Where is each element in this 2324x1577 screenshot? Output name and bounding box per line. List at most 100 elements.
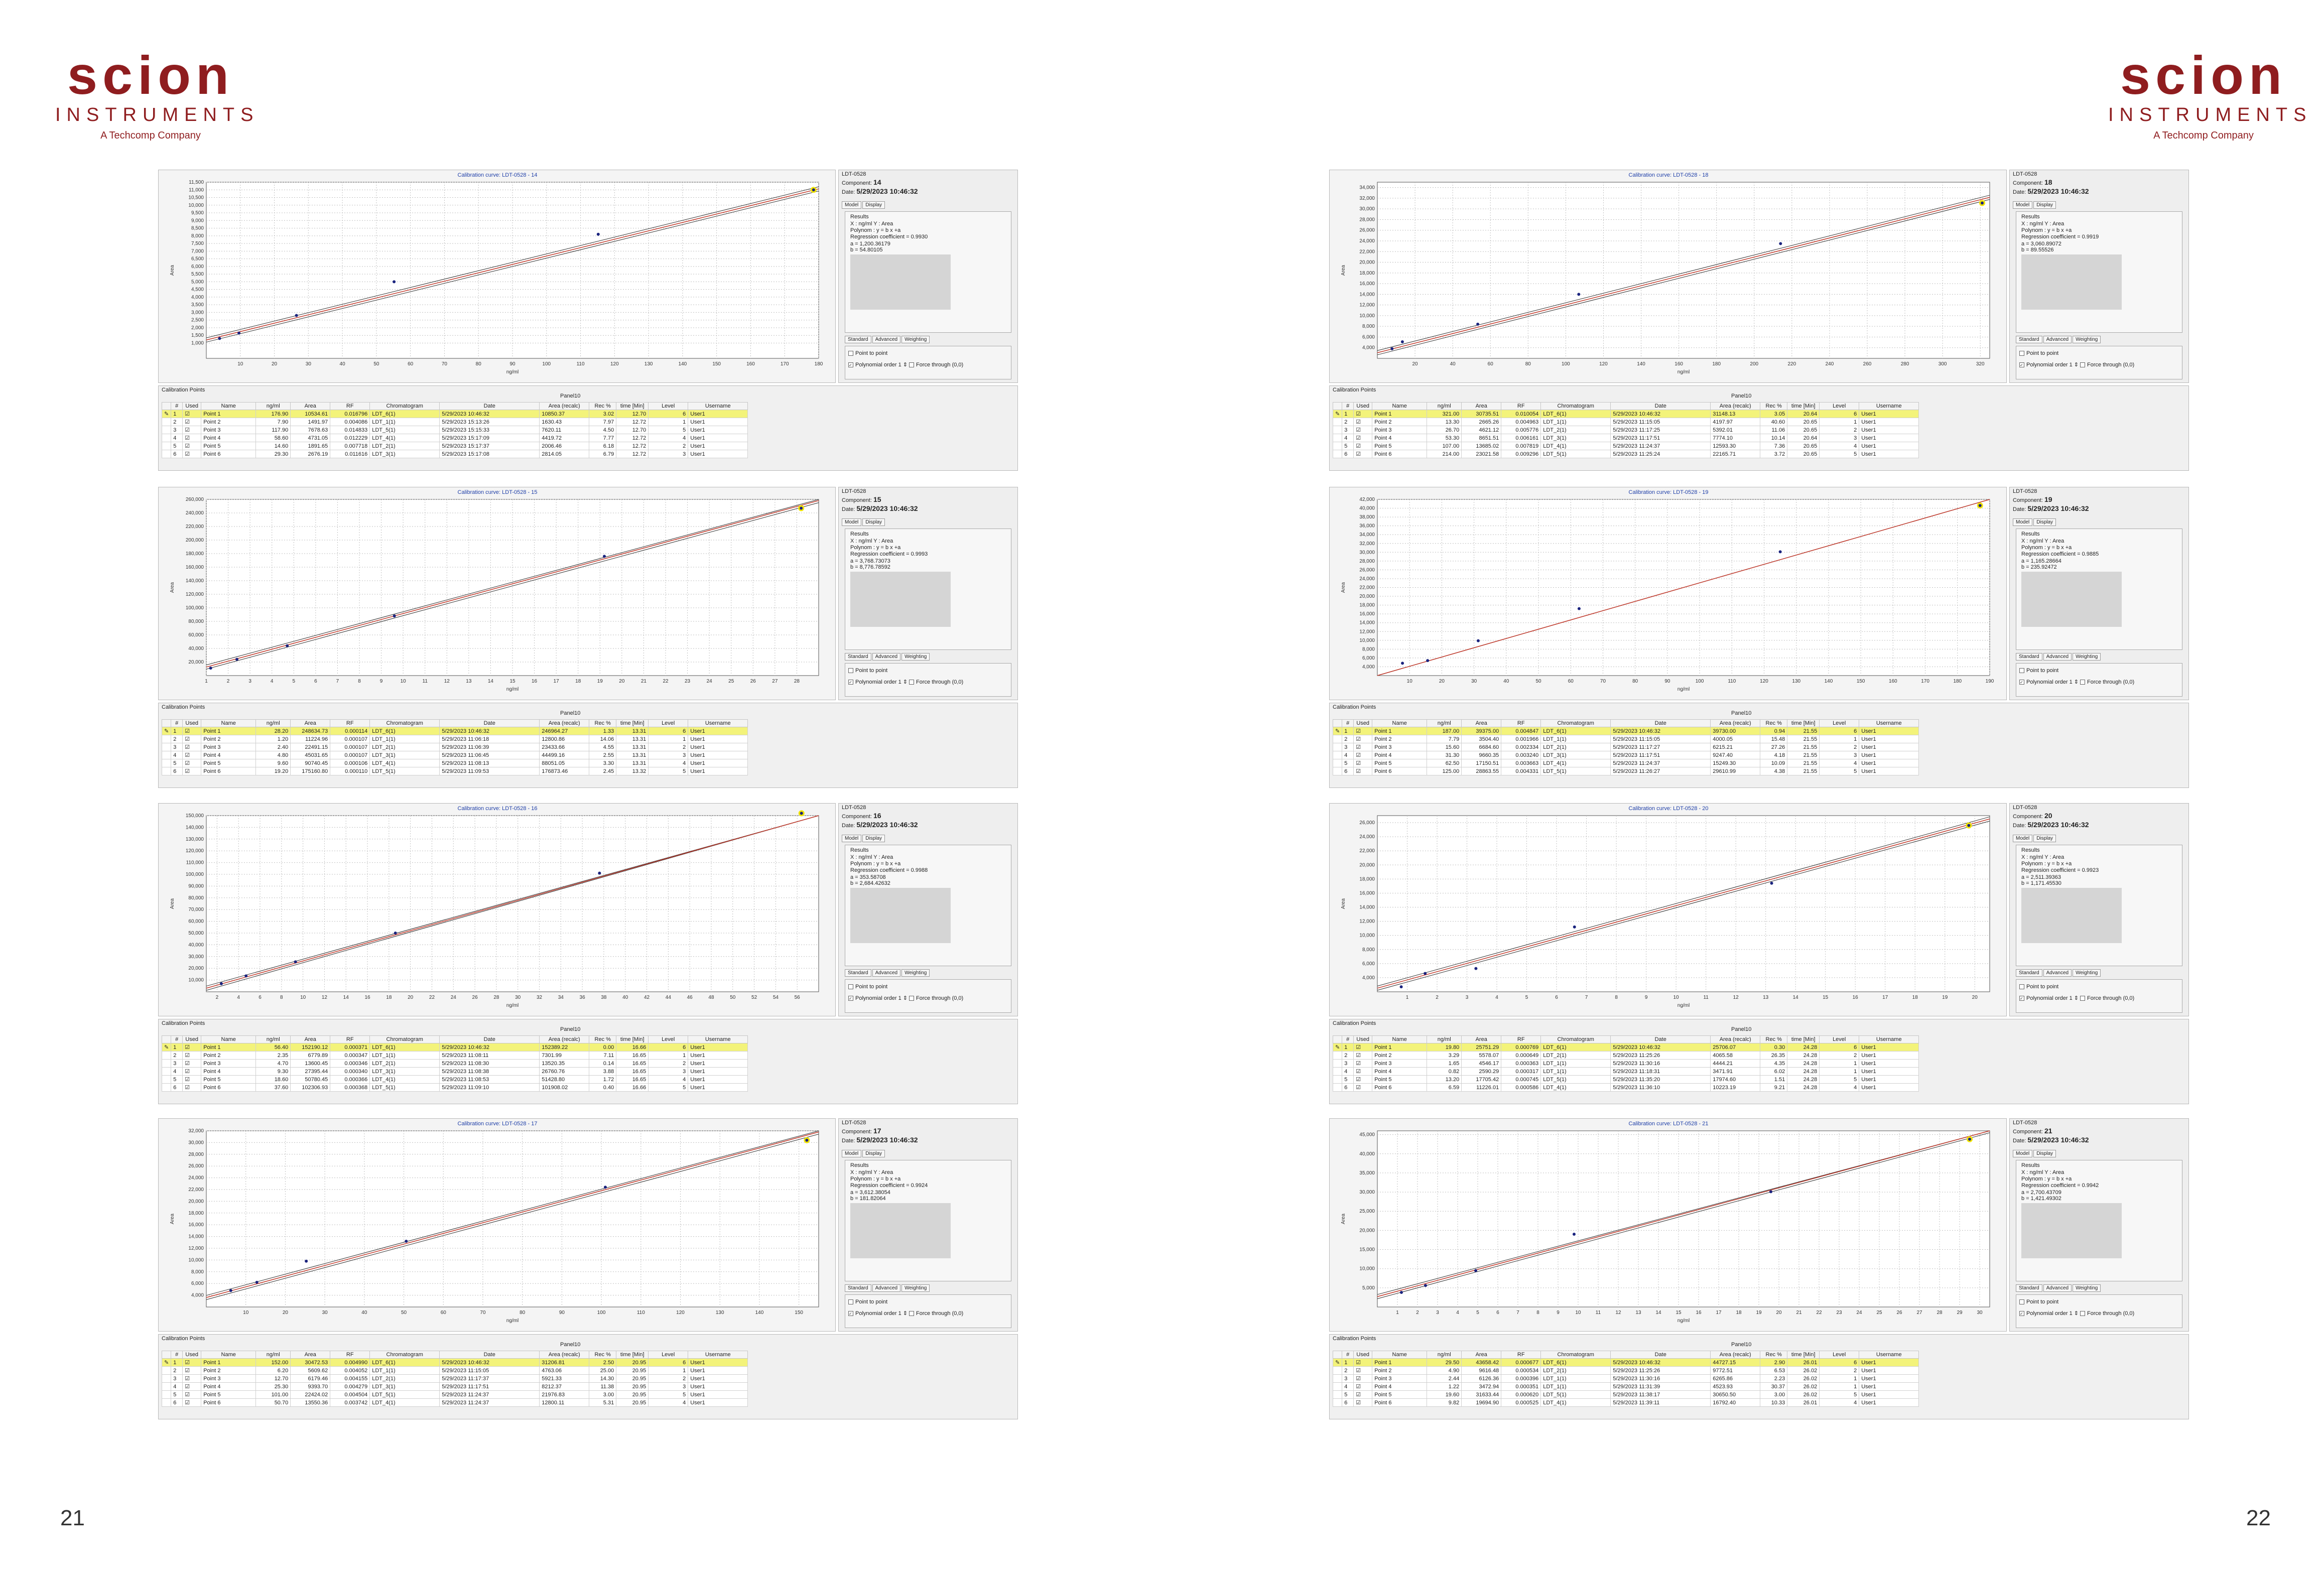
table-row[interactable]: ✎ 1 ☑ Point 1 19.80 25751.29 0.000769 LDT_6(1) 5…	[1332, 1043, 1919, 1052]
used-checkbox[interactable]: ☑	[182, 1366, 202, 1375]
tab-advanced[interactable]: Advanced	[2043, 336, 2072, 343]
used-checkbox[interactable]: ☑	[1353, 426, 1373, 434]
used-checkbox[interactable]: ☑	[1353, 442, 1373, 450]
column-header[interactable]: ng/ml	[255, 402, 291, 410]
table-row[interactable]: 5 ☑ Point 5 62.50 17150.51 0.003663 LDT_4(1) 5/…	[1332, 759, 1919, 767]
table-row[interactable]: 3 ☑ Point 3 12.70 6179.46 0.004155 LDT_2(1) 5/2…	[161, 1374, 748, 1383]
data-point[interactable]	[1769, 1190, 1772, 1194]
column-header[interactable]: Chromatogram	[369, 1035, 440, 1043]
column-header[interactable]: Chromatogram	[369, 1351, 440, 1359]
column-header[interactable]: time [Min]	[616, 1035, 649, 1043]
column-header[interactable]: RF	[1501, 402, 1541, 410]
data-point[interactable]	[229, 1289, 232, 1292]
tab-weighting[interactable]: Weighting	[2073, 1284, 2101, 1292]
column-header[interactable]: Date	[439, 402, 540, 410]
table-row[interactable]: ✎ 1 ☑ Point 1 56.40 152190.12 0.000371 LDT_6(1)…	[161, 1043, 748, 1052]
table-row[interactable]: 5 ☑ Point 5 9.60 90740.45 0.000106 LDT_4(1) 5/2…	[161, 759, 748, 767]
column-header[interactable]: Date	[1610, 402, 1711, 410]
data-point[interactable]	[1577, 607, 1581, 610]
tab-advanced[interactable]: Advanced	[2043, 969, 2072, 977]
table-row[interactable]: 2 ☑ Point 2 6.20 5609.62 0.004052 LDT_1(1) 5/29…	[161, 1366, 748, 1375]
tab-model[interactable]: Model	[842, 201, 862, 209]
used-checkbox[interactable]: ☑	[182, 1358, 202, 1367]
column-header[interactable]: #	[171, 1351, 183, 1359]
table-row[interactable]: 3 ☑ Point 3 15.60 6684.60 0.002334 LDT_2(1) 5/2…	[1332, 743, 1919, 751]
used-checkbox[interactable]: ☑	[1353, 1051, 1373, 1060]
table-row[interactable]: 4 ☑ Point 4 4.80 45031.65 0.000107 LDT_3(1) 5/2…	[161, 751, 748, 759]
data-point[interactable]	[1401, 662, 1404, 665]
table-row[interactable]: 3 ☑ Point 3 2.40 22491.15 0.000107 LDT_2(1) 5/2…	[161, 743, 748, 751]
data-point[interactable]	[218, 337, 221, 340]
table-row[interactable]: 6 ☑ Point 6 29.30 2676.19 0.011616 LDT_3(1) 5/2…	[161, 450, 748, 458]
column-header[interactable]: RF	[330, 402, 370, 410]
used-checkbox[interactable]: ☑	[182, 1051, 202, 1060]
column-header[interactable]: time [Min]	[1787, 1035, 1820, 1043]
column-header[interactable]: time [Min]	[1787, 719, 1820, 727]
used-checkbox[interactable]: ☑	[182, 1390, 202, 1399]
data-point[interactable]	[1400, 340, 1404, 344]
tab-standard[interactable]: Standard	[2016, 653, 2042, 661]
data-point[interactable]	[1390, 347, 1394, 350]
column-header[interactable]: Rec %	[589, 719, 617, 727]
used-checkbox[interactable]: ☑	[182, 759, 202, 767]
polynomial-order-option[interactable]: ✓ Polynomial order 1 ⇕ Force through (0,0…	[2019, 361, 2134, 368]
data-point[interactable]	[805, 1138, 809, 1142]
column-header[interactable]: Rec %	[589, 1351, 617, 1359]
table-row[interactable]: ✎ 1 ☑ Point 1 152.00 30472.53 0.004990 LDT_6(1)…	[161, 1358, 748, 1367]
column-header[interactable]: Level	[1819, 719, 1860, 727]
data-point[interactable]	[603, 555, 606, 558]
data-point[interactable]	[1770, 881, 1773, 885]
tab-advanced[interactable]: Advanced	[872, 653, 901, 661]
tab-standard[interactable]: Standard	[845, 653, 871, 661]
table-row[interactable]: 4 ☑ Point 4 58.60 4731.05 0.012229 LDT_4(1) 5/2…	[161, 434, 748, 442]
column-header[interactable]: Chromatogram	[1540, 1035, 1611, 1043]
data-point[interactable]	[800, 812, 803, 815]
polynomial-order-option[interactable]: ✓ Polynomial order 1 ⇕ Force through (0,0…	[2019, 995, 2134, 1001]
used-checkbox[interactable]: ☑	[1353, 418, 1373, 426]
column-header[interactable]: Used	[182, 719, 202, 727]
column-header[interactable]: Level	[648, 1035, 689, 1043]
column-header[interactable]: Name	[1372, 402, 1428, 410]
column-header[interactable]: Date	[439, 1351, 540, 1359]
used-checkbox[interactable]: ☑	[1353, 450, 1373, 458]
tab-model[interactable]: Model	[2013, 518, 2033, 526]
table-row[interactable]: ✎ 1 ☑ Point 1 28.20 248634.73 0.000114 LDT_6(1)…	[161, 727, 748, 735]
data-point[interactable]	[219, 982, 223, 985]
column-header[interactable]: ng/ml	[255, 719, 291, 727]
table-row[interactable]: 6 ☑ Point 6 50.70 13550.36 0.003742 LDT_4(1) 5/…	[161, 1398, 748, 1407]
column-header[interactable]: Name	[201, 1351, 256, 1359]
data-point[interactable]	[1778, 550, 1782, 554]
data-point[interactable]	[394, 932, 397, 935]
data-point[interactable]	[603, 1186, 607, 1189]
data-point[interactable]	[1474, 967, 1478, 970]
used-checkbox[interactable]: ☑	[1353, 1358, 1373, 1367]
table-row[interactable]: 6 ☑ Point 6 125.00 28863.55 0.004331 LDT_5(1) 5…	[1332, 767, 1919, 775]
column-header[interactable]: Used	[182, 402, 202, 410]
column-header[interactable]: Username	[1859, 402, 1919, 410]
column-header[interactable]: Name	[201, 1035, 256, 1043]
column-header[interactable]: time [Min]	[1787, 402, 1820, 410]
tab-standard[interactable]: Standard	[845, 336, 871, 343]
column-header[interactable]: Date	[1610, 719, 1711, 727]
column-header[interactable]: Area (recalc)	[1710, 402, 1761, 410]
data-point[interactable]	[1967, 824, 1971, 827]
column-header[interactable]: Used	[1353, 1035, 1373, 1043]
table-row[interactable]: 4 ☑ Point 4 0.82 2590.29 0.000317 LDT_1(1) 5/29…	[1332, 1067, 1919, 1076]
point-to-point-option[interactable]: Point to point	[2019, 668, 2058, 674]
data-point[interactable]	[405, 1239, 408, 1243]
force-checkbox[interactable]	[909, 996, 915, 1001]
column-header[interactable]: Date	[1610, 1351, 1711, 1359]
data-point[interactable]	[286, 644, 289, 647]
column-header[interactable]: #	[1342, 402, 1354, 410]
data-point[interactable]	[1476, 639, 1480, 642]
tab-model[interactable]: Model	[842, 1150, 862, 1157]
table-row[interactable]: 6 ☑ Point 6 9.82 19694.90 0.000525 LDT_4(1) 5/2…	[1332, 1398, 1919, 1407]
used-checkbox[interactable]: ☑	[1353, 1382, 1373, 1391]
table-row[interactable]: 4 ☑ Point 4 9.30 27395.44 0.000340 LDT_3(1) 5/2…	[161, 1067, 748, 1076]
table-row[interactable]: 3 ☑ Point 3 26.70 4621.12 0.005776 LDT_2(1) 5/2…	[1332, 426, 1919, 434]
used-checkbox[interactable]: ☑	[1353, 1059, 1373, 1068]
used-checkbox[interactable]: ☑	[182, 767, 202, 775]
column-header[interactable]: RF	[330, 1351, 370, 1359]
column-header[interactable]: RF	[330, 719, 370, 727]
checkbox-checked[interactable]: ✓	[848, 362, 853, 368]
